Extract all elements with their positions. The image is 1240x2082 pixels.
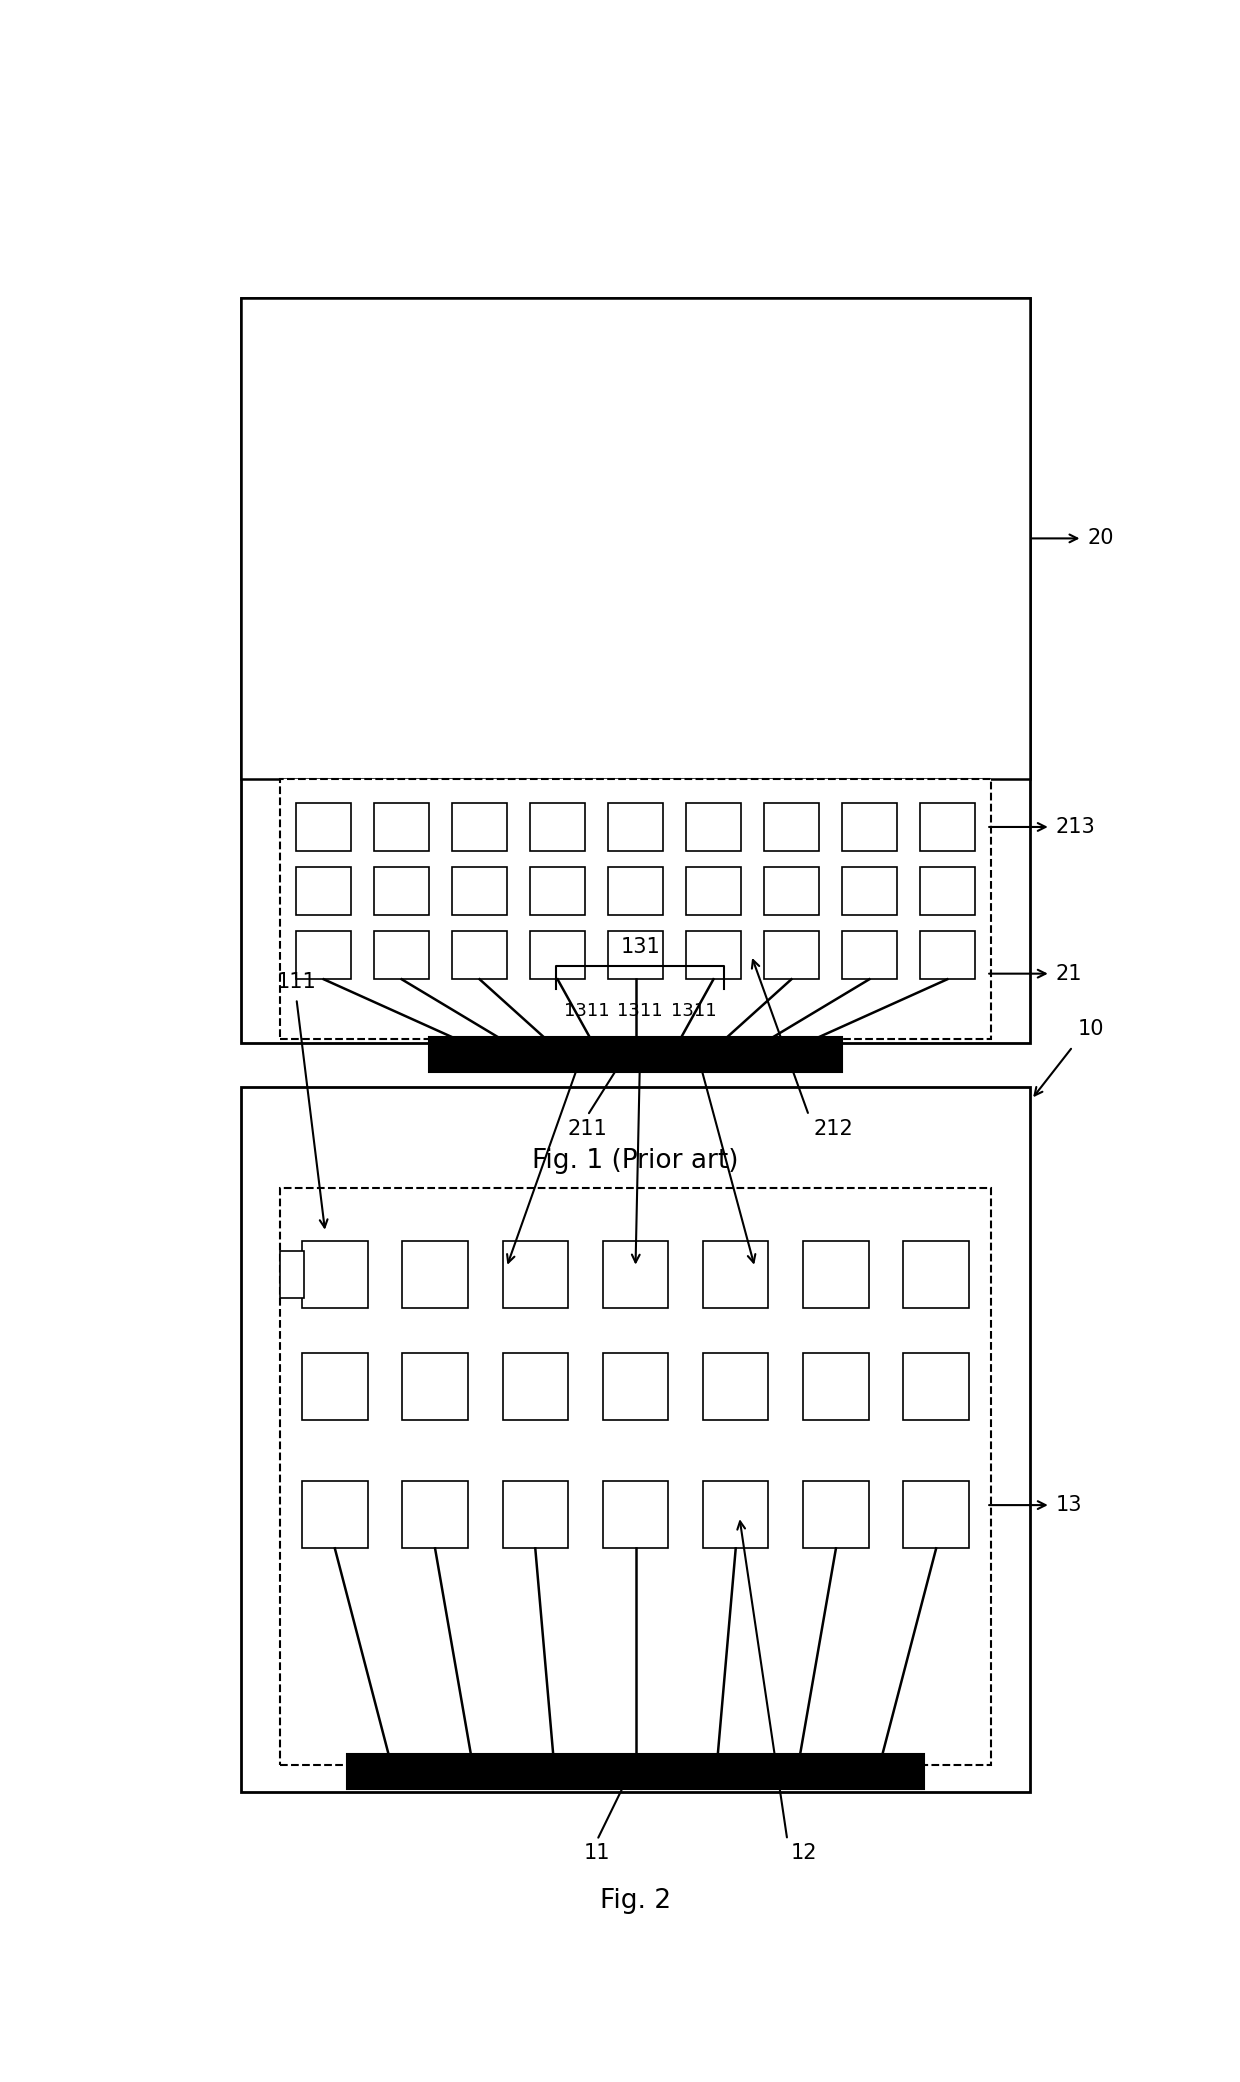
Bar	[842, 931, 897, 979]
Bar	[296, 804, 351, 852]
Text: Fig. 2: Fig. 2	[600, 1888, 671, 1913]
Bar	[842, 866, 897, 916]
Bar	[703, 1480, 769, 1549]
Bar	[303, 1353, 367, 1420]
Bar	[296, 866, 351, 916]
Text: 10: 10	[1078, 1018, 1104, 1039]
Text: 1311: 1311	[671, 1001, 717, 1020]
Text: 131: 131	[620, 937, 660, 958]
Bar	[804, 1353, 868, 1420]
Bar	[453, 866, 507, 916]
Bar	[603, 1353, 668, 1420]
Bar	[920, 866, 975, 916]
Bar	[608, 866, 663, 916]
Text: 12: 12	[791, 1843, 817, 1863]
Bar	[374, 804, 429, 852]
Bar	[502, 1480, 568, 1549]
Bar	[804, 1241, 868, 1307]
Bar	[904, 1480, 968, 1549]
Bar	[453, 804, 507, 852]
Bar	[429, 1037, 842, 1072]
Bar	[502, 1241, 568, 1307]
Bar	[686, 866, 740, 916]
Bar	[403, 1353, 467, 1420]
Text: 1311: 1311	[618, 1001, 663, 1020]
Bar	[374, 866, 429, 916]
Bar	[764, 866, 818, 916]
Bar	[920, 931, 975, 979]
Bar	[531, 804, 585, 852]
Bar	[608, 931, 663, 979]
Bar	[347, 1753, 924, 1788]
Bar	[603, 1241, 668, 1307]
Text: 1311: 1311	[564, 1001, 609, 1020]
Text: 21: 21	[1055, 964, 1083, 983]
Text: 13: 13	[1055, 1495, 1083, 1516]
Text: 111: 111	[277, 972, 316, 993]
Bar	[280, 779, 991, 1039]
Bar	[453, 931, 507, 979]
Bar	[703, 1353, 769, 1420]
Bar	[686, 804, 740, 852]
Text: 20: 20	[1087, 529, 1114, 548]
Bar	[374, 931, 429, 979]
Bar	[842, 804, 897, 852]
Bar	[242, 298, 1029, 1043]
Bar	[904, 1353, 968, 1420]
Bar	[904, 1241, 968, 1307]
Text: 213: 213	[1055, 816, 1095, 837]
Bar	[531, 931, 585, 979]
Bar	[280, 1251, 304, 1297]
Bar	[608, 804, 663, 852]
Bar	[403, 1241, 467, 1307]
Text: 11: 11	[584, 1843, 610, 1863]
Bar	[764, 931, 818, 979]
Text: 211: 211	[568, 1118, 608, 1139]
Bar	[764, 804, 818, 852]
Bar	[242, 298, 1029, 779]
Bar	[403, 1480, 467, 1549]
Bar	[531, 866, 585, 916]
Bar	[280, 1187, 991, 1766]
Bar	[502, 1353, 568, 1420]
Bar	[296, 931, 351, 979]
Text: Fig. 1 (Prior art): Fig. 1 (Prior art)	[532, 1147, 739, 1174]
Bar	[686, 931, 740, 979]
Text: 212: 212	[813, 1118, 853, 1139]
Bar	[303, 1241, 367, 1307]
Bar	[603, 1480, 668, 1549]
Bar	[303, 1480, 367, 1549]
Bar	[804, 1480, 868, 1549]
Bar	[920, 804, 975, 852]
Bar	[242, 1087, 1029, 1793]
Bar	[703, 1241, 769, 1307]
